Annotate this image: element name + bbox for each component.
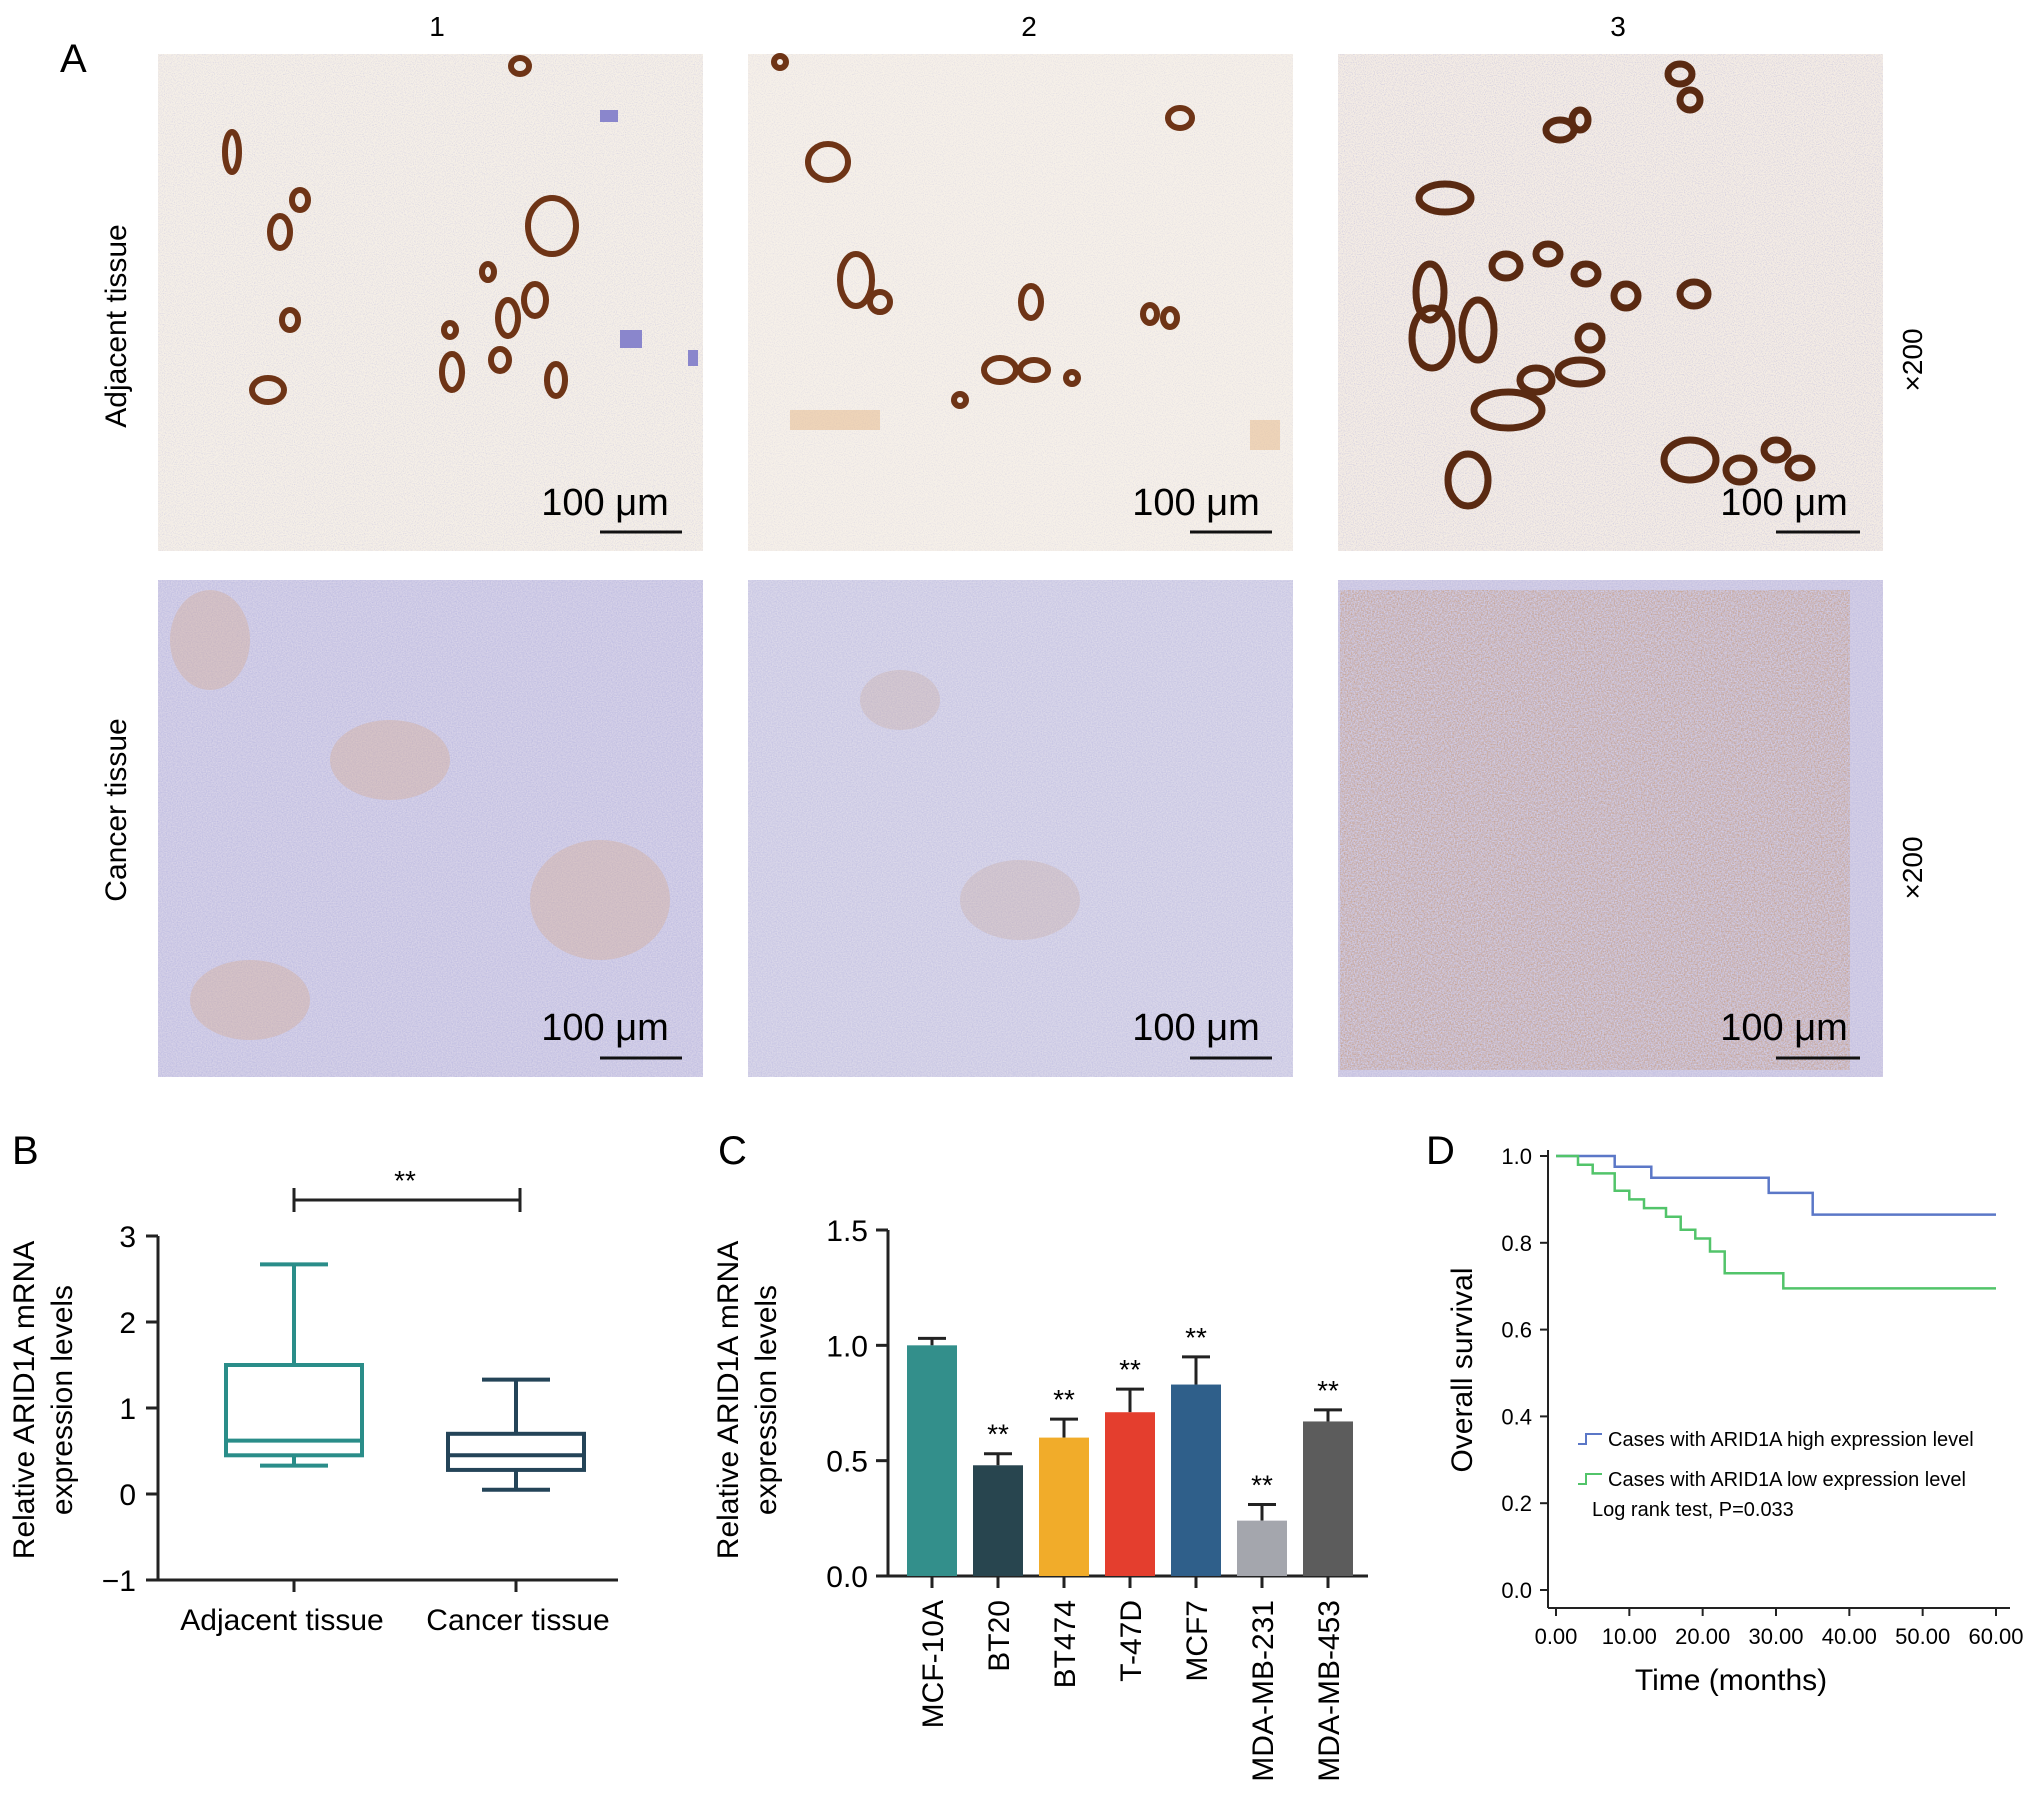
scale-bar-label: 100 μm <box>541 1007 669 1049</box>
x-tick-label-adjacent: Adjacent tissue <box>180 1604 383 1637</box>
legend-low-line-icon <box>1578 1473 1602 1485</box>
y-tick-label: 0.2 <box>1501 1491 1532 1516</box>
row-label-adjacent: Adjacent tissue <box>100 224 133 427</box>
y-tick-label: 1.0 <box>826 1330 868 1363</box>
magnification-adjacent: ×200 <box>1897 328 1928 391</box>
x-tick-label: 20.00 <box>1675 1624 1730 1649</box>
y-tick-label: 1 <box>119 1393 136 1426</box>
bar <box>1303 1421 1353 1576</box>
x-tick-label: BT474 <box>1049 1600 1082 1688</box>
y-tick-label: 0.0 <box>826 1561 868 1594</box>
scale-bar-label: 100 μm <box>541 482 669 524</box>
significance-marker: ** <box>1251 1469 1273 1500</box>
y-tick-label: 1.0 <box>1501 1144 1532 1169</box>
micrograph-adjacent-2: 100 μm <box>748 53 1293 551</box>
micrograph-adjacent-1: 100 μm <box>158 54 703 551</box>
y-tick-label: 3 <box>119 1221 136 1254</box>
y-axis-label-line-2: expression levels <box>46 1285 79 1515</box>
x-tick-label: BT20 <box>983 1600 1016 1672</box>
micrograph-cancer-3: 100 μm <box>1338 580 1883 1077</box>
bar <box>1039 1437 1089 1576</box>
micrograph-cancer-1: 100 μm <box>158 580 703 1077</box>
x-tick-label: MDA-MB-231 <box>1247 1600 1280 1782</box>
bar <box>973 1465 1023 1576</box>
panel-b-box-plot: B Relative ARID1A mRNA expression levels… <box>8 1129 618 1637</box>
legend-high-label: Cases with ARID1A high expression level <box>1608 1429 1974 1451</box>
significance-marker: ** <box>1317 1375 1339 1406</box>
column-label-1: 1 <box>429 11 445 42</box>
legend: Cases with ARID1A high expression level … <box>1578 1429 1974 1521</box>
x-tick-label: 30.00 <box>1748 1624 1803 1649</box>
x-tick-label: MCF7 <box>1181 1600 1214 1682</box>
y-tick-label: 0.0 <box>1501 1578 1532 1603</box>
scale-bar-label: 100 μm <box>1720 482 1848 524</box>
y-tick-label: 0 <box>119 1479 136 1512</box>
panel-c-bar-chart: C Relative ARID1A mRNA expression levels… <box>712 1129 1368 1782</box>
scale-bar-label: 100 μm <box>1720 1007 1848 1049</box>
x-tick-label: MDA-MB-453 <box>1313 1600 1346 1782</box>
bar <box>1171 1384 1221 1576</box>
micrograph-cancer-2: 100 μm <box>748 580 1293 1077</box>
x-tick-label: MCF-10A <box>917 1600 950 1728</box>
significance-marker: ** <box>1053 1384 1075 1415</box>
scale-bar-label: 100 μm <box>1132 1007 1260 1049</box>
panel-letter-b: B <box>12 1129 39 1173</box>
y-axis-label: Overall survival <box>1446 1267 1479 1472</box>
bar <box>1237 1520 1287 1576</box>
y-tick-label: 0.6 <box>1501 1318 1532 1343</box>
panel-letter-a: A <box>60 37 87 81</box>
legend-high-line-icon <box>1578 1433 1602 1445</box>
x-tick-label: T-47D <box>1115 1600 1148 1682</box>
y-tick-label: 2 <box>119 1307 136 1340</box>
y-tick-label: 0.8 <box>1501 1231 1532 1256</box>
row-label-cancer: Cancer tissue <box>100 718 133 901</box>
x-tick-label-cancer: Cancer tissue <box>426 1604 609 1637</box>
y-axis-label-line-2: expression levels <box>750 1285 783 1515</box>
significance-marker: ** <box>394 1165 416 1196</box>
x-tick-label: 60.00 <box>1968 1624 2023 1649</box>
column-label-3: 3 <box>1610 11 1626 42</box>
significance-marker: ** <box>1185 1322 1207 1353</box>
column-label-2: 2 <box>1021 11 1037 42</box>
y-tick-label: 0.5 <box>826 1446 868 1479</box>
x-tick-label: 50.00 <box>1895 1624 1950 1649</box>
panel-d-survival-curve: D Overall survival Time (months) 1.0 0.8 0… <box>1426 1129 2024 1697</box>
scale-bar-label: 100 μm <box>1132 482 1260 524</box>
bar <box>1105 1412 1155 1576</box>
significance-marker: ** <box>987 1419 1009 1450</box>
x-tick-label: 10.00 <box>1602 1624 1657 1649</box>
x-tick-label: 40.00 <box>1822 1624 1877 1649</box>
y-tick-label: −1 <box>102 1565 136 1598</box>
magnification-cancer: ×200 <box>1897 836 1928 899</box>
panel-letter-d: D <box>1426 1129 1455 1173</box>
y-tick-label: 0.4 <box>1501 1404 1532 1429</box>
panel-a: A 1 2 3 Adjacent tissue Cancer tissue ×2… <box>60 11 1928 1077</box>
significance-marker: ** <box>1119 1354 1141 1385</box>
y-tick-label: 1.5 <box>826 1215 868 1248</box>
bar <box>907 1345 957 1576</box>
y-axis-label-line-1: Relative ARID1A mRNA <box>712 1241 745 1559</box>
micrograph-adjacent-3: 100 μm <box>1338 54 1883 551</box>
survival-curve-low <box>1556 1154 1996 1290</box>
survival-curve-high <box>1556 1154 1996 1216</box>
box-iqr <box>446 1431 586 1472</box>
legend-low-label: Cases with ARID1A low expression level <box>1608 1469 1966 1491</box>
y-axis-label-line-1: Relative ARID1A mRNA <box>8 1241 41 1559</box>
log-rank-annotation: Log rank test, P=0.033 <box>1592 1499 1794 1521</box>
x-tick-label: 0.00 <box>1535 1624 1578 1649</box>
x-axis-label: Time (months) <box>1635 1664 1827 1697</box>
panel-letter-c: C <box>718 1129 747 1173</box>
